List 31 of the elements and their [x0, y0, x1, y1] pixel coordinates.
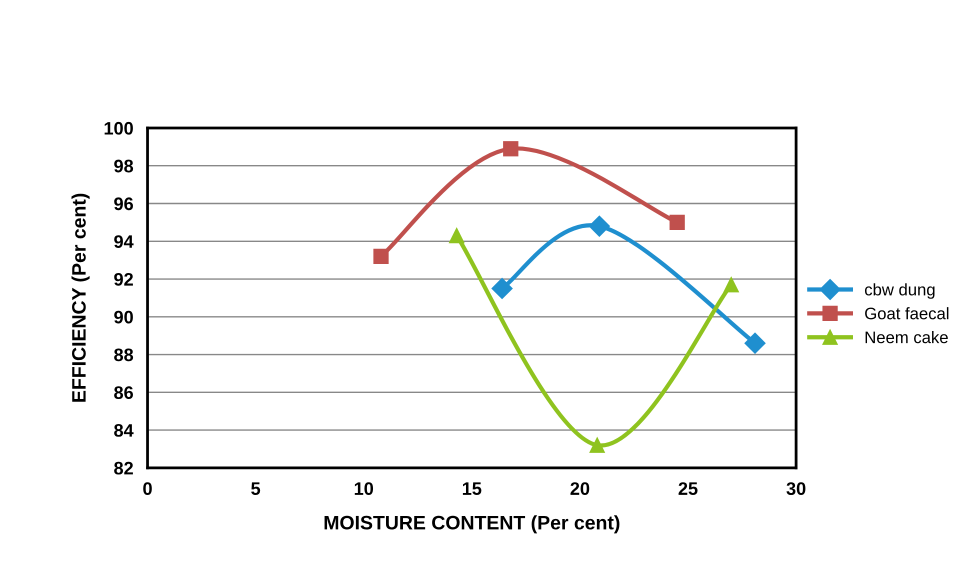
- x-tick-label: 10: [354, 482, 374, 495]
- y-tick-label: 96: [114, 197, 133, 210]
- y-tick-label: 84: [114, 424, 134, 437]
- point: [590, 438, 605, 453]
- y-tick-label: 88: [114, 348, 134, 362]
- y-tick-label: 100: [104, 122, 133, 135]
- x-tick-label: 20: [570, 482, 590, 495]
- point: [449, 228, 464, 244]
- point: [503, 141, 518, 156]
- x-tick-label: 30: [786, 482, 806, 496]
- legend-label: Goat faecal: [865, 307, 948, 320]
- point: [492, 278, 513, 299]
- point: [670, 214, 685, 230]
- point: [588, 216, 610, 237]
- x-tick-label: 25: [678, 482, 698, 495]
- y-tick-label: 94: [114, 235, 134, 248]
- x-tick-label: 5: [251, 482, 260, 495]
- point: [744, 332, 766, 354]
- y-tick-label: 92: [114, 272, 133, 286]
- x-axis-title: MOISTURE CONTENT (Per cent): [324, 515, 620, 534]
- y-axis-title: EFFICIENCY (Per cent): [72, 194, 90, 402]
- y-tick-label: 98: [114, 160, 134, 172]
- y-tick-label: 86: [114, 386, 133, 400]
- x-tick-label: 15: [462, 482, 482, 495]
- y-tick-label: 82: [114, 462, 133, 475]
- y-tick-label: 90: [114, 310, 133, 324]
- point: [373, 248, 389, 264]
- x-tick-label: 0: [143, 482, 152, 495]
- legend-label: Neem cake: [866, 331, 948, 344]
- point: [724, 277, 739, 292]
- legend-label: cbw dung: [864, 283, 935, 299]
